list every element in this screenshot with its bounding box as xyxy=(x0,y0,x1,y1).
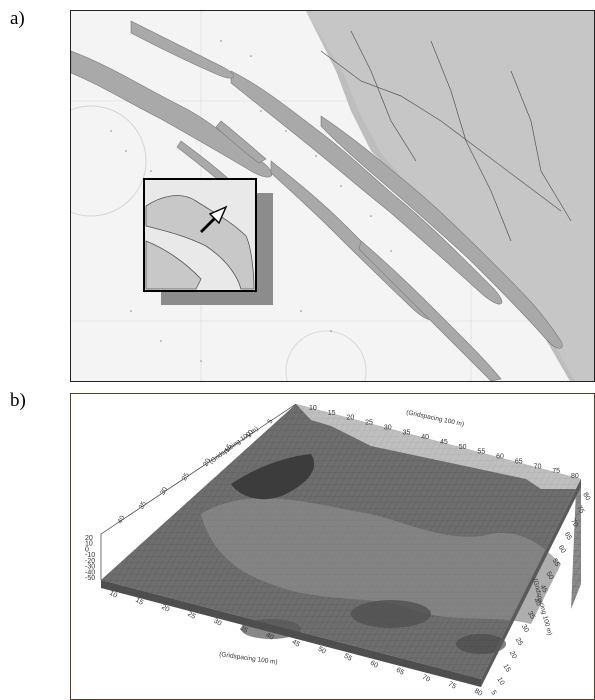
tick-label-x-back: 15 xyxy=(328,410,336,417)
tick-label-x-front: 35 xyxy=(238,625,248,635)
tick-label-y-right: 5 xyxy=(489,690,497,697)
tick-label-y-right: 60 xyxy=(557,544,567,554)
tick-label-z: -50 xyxy=(85,575,95,582)
nautical-chart-graphic xyxy=(71,11,594,381)
bathymetry-3d-surface: 10 15 20 25 30 35 40 45 50 55 60 65 70 75 80 10 15 20 25 30… xyxy=(70,393,595,700)
tick-label-x-front: 10 xyxy=(108,590,118,600)
tick-label-y-right: 65 xyxy=(563,531,573,541)
tick-label-y-right: 25 xyxy=(514,637,524,647)
tick-label-x-back: 10 xyxy=(309,405,317,412)
tick-label-y-right: 30 xyxy=(520,624,530,634)
tick-label-x-front: 70 xyxy=(421,674,431,684)
tick-label-x-back: 40 xyxy=(421,434,429,441)
tick-label-x-front: 50 xyxy=(317,646,327,656)
tick-label-z: 0 xyxy=(85,546,89,553)
axis-back-title: (Gridspacing 100 m) xyxy=(406,409,465,428)
tick-label-x-front: 65 xyxy=(395,667,405,677)
tick-label-x-back: 25 xyxy=(365,420,373,427)
tick-label-z: -20 xyxy=(85,558,95,565)
tick-label-x-back: 75 xyxy=(552,468,560,475)
tick-label-x-back: 30 xyxy=(384,424,392,431)
tick-label-x-front: 20 xyxy=(160,604,170,614)
nautical-chart-image xyxy=(70,10,595,382)
tick-label-y-right: 10 xyxy=(495,676,505,686)
tick-label-y-left: 5 xyxy=(267,418,275,425)
tick-label-x-back: 45 xyxy=(440,439,448,446)
tick-label-x-front: 75 xyxy=(447,681,457,691)
tick-label-z: -40 xyxy=(85,569,95,576)
tick-label-x-back: 50 xyxy=(459,444,467,451)
axis-x-title: (Gridspacing 100 m) xyxy=(219,651,278,666)
tick-label-y-left: 25 xyxy=(181,472,191,482)
location-arrow-icon xyxy=(200,205,228,233)
tick-label-z: -30 xyxy=(85,564,95,571)
tick-label-x-front: 80 xyxy=(473,688,483,698)
tick-label-y-right: 40 xyxy=(532,597,542,607)
tick-label-y-left: 15 xyxy=(224,443,234,453)
tick-label-x-front: 60 xyxy=(369,660,379,670)
tick-label-y-left: 40 xyxy=(117,515,127,525)
tick-label-y-left: 35 xyxy=(138,500,148,510)
panel-label-a: a) xyxy=(10,8,25,29)
tick-label-y-right: 55 xyxy=(551,558,561,568)
panel-label-b: b) xyxy=(10,390,26,411)
tick-label-z: -10 xyxy=(85,552,95,559)
tick-label-x-front: 25 xyxy=(186,611,196,621)
tick-label-x-back: 80 xyxy=(571,473,579,480)
tick-label-y-right: 45 xyxy=(538,584,548,594)
tick-label-y-left: 20 xyxy=(202,458,212,468)
tick-label-y-right: 35 xyxy=(526,610,536,620)
tick-label-x-back: 70 xyxy=(534,463,542,470)
tick-label-z: 10 xyxy=(85,541,93,548)
tick-label-y-left: 30 xyxy=(160,486,170,496)
tick-label-x-front: 30 xyxy=(212,618,222,628)
tick-label-y-left: 10 xyxy=(245,429,255,439)
tick-label-y-right: 75 xyxy=(575,505,585,515)
tick-label-x-front: 40 xyxy=(264,632,274,642)
inset-map xyxy=(143,178,273,305)
tick-label-x-front: 55 xyxy=(343,653,353,663)
tick-label-x-back: 60 xyxy=(496,454,504,461)
tick-label-y-right: 15 xyxy=(502,663,512,673)
tick-label-x-back: 35 xyxy=(403,429,411,436)
tick-label-z: 20 xyxy=(85,535,93,542)
tick-label-x-back: 55 xyxy=(477,449,485,456)
tick-label-x-back: 20 xyxy=(346,415,354,422)
tick-label-x-front: 15 xyxy=(134,597,144,607)
tick-label-x-front: 45 xyxy=(291,639,301,649)
tick-label-x-back: 65 xyxy=(515,458,523,465)
tick-label-y-right: 70 xyxy=(569,518,579,528)
tick-label-y-right: 80 xyxy=(581,492,591,502)
tick-label-y-right: 20 xyxy=(508,650,518,660)
tick-label-y-right: 50 xyxy=(544,571,554,581)
surface-plot-graphic: 1015202530354045505560657075801015202530… xyxy=(85,403,591,698)
